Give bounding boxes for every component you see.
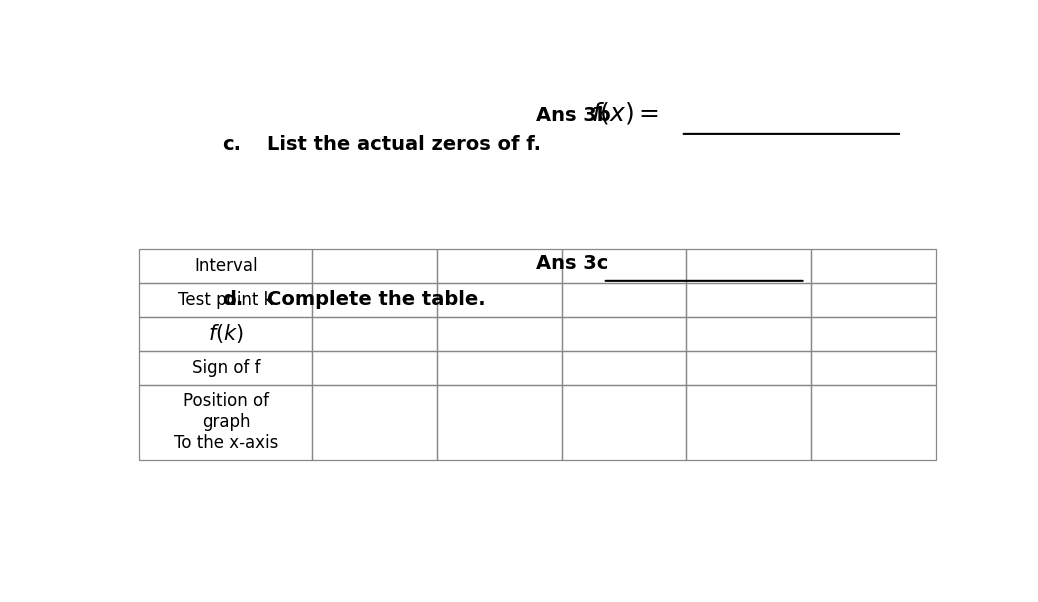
Text: Complete the table.: Complete the table. <box>267 290 485 309</box>
Text: c.: c. <box>222 135 241 154</box>
Text: List the actual zeros of f.: List the actual zeros of f. <box>267 135 541 154</box>
Text: $f(x)=$: $f(x)=$ <box>591 101 659 126</box>
Text: d.: d. <box>222 290 244 309</box>
Text: Ans 3c: Ans 3c <box>536 254 608 273</box>
Text: Test point k: Test point k <box>179 291 274 309</box>
Text: Interval: Interval <box>194 257 257 275</box>
Text: $f(k)$: $f(k)$ <box>208 323 244 346</box>
Text: Position of
graph
To the x-axis: Position of graph To the x-axis <box>173 393 278 452</box>
Text: Sign of f: Sign of f <box>192 359 261 377</box>
Text: Ans 3b: Ans 3b <box>536 106 618 125</box>
